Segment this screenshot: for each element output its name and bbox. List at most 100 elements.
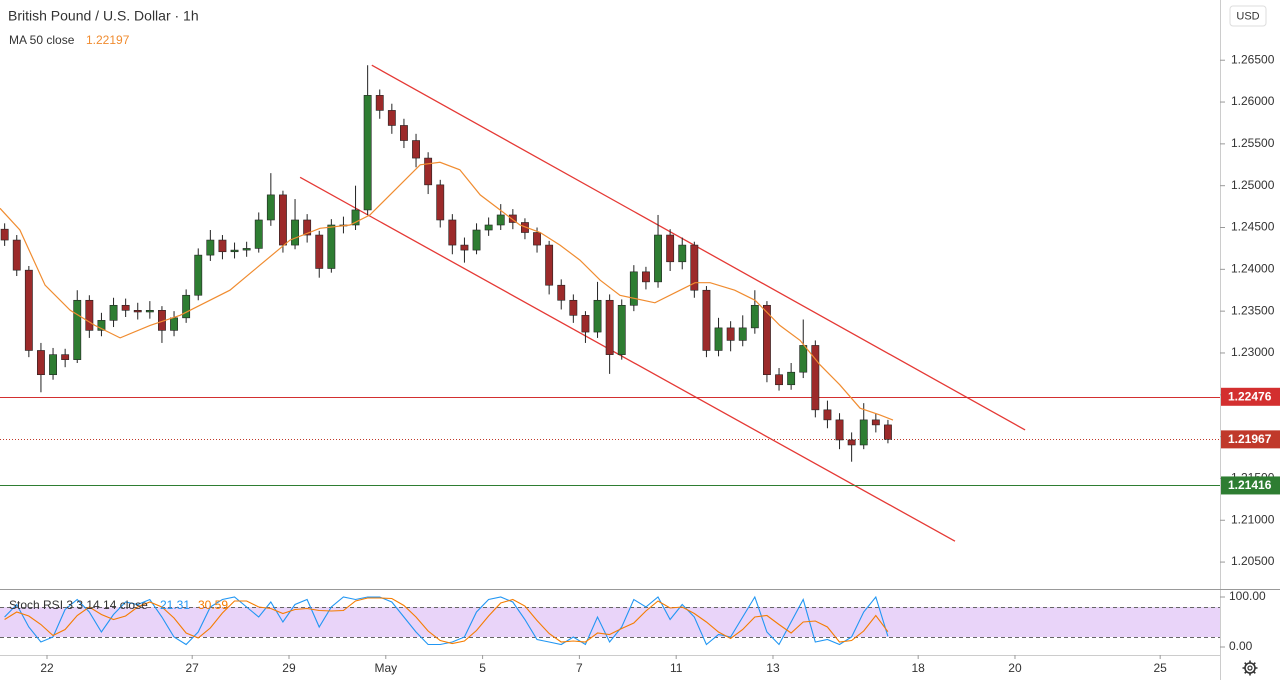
candle-body	[266, 194, 275, 221]
x-tick-label: 18	[912, 661, 926, 675]
candle-body	[37, 350, 45, 376]
candle-body	[678, 244, 687, 263]
settings-icon[interactable]	[1242, 660, 1258, 676]
candle-body	[363, 95, 372, 211]
candle-body	[303, 219, 312, 236]
candle-body	[12, 239, 21, 271]
y-tick-label: 1.25000	[1231, 178, 1275, 192]
candle-body	[690, 244, 699, 291]
level-label: 1.22476	[1228, 389, 1272, 403]
y-tick-label: 100.00	[1229, 589, 1266, 603]
y-tick-label: 0.00	[1229, 639, 1253, 653]
candle-body	[206, 239, 215, 256]
candle-body	[484, 224, 493, 231]
candle-body	[787, 371, 796, 386]
y-tick-label: 1.26500	[1231, 52, 1275, 66]
candle-body	[291, 219, 299, 246]
candle-body	[387, 110, 396, 126]
candle-body	[351, 209, 360, 226]
candle-body	[823, 409, 832, 421]
candle-body	[242, 248, 251, 251]
currency-button[interactable]	[1229, 5, 1267, 27]
level-label: 1.21416	[1228, 478, 1272, 492]
candle-body	[884, 424, 892, 440]
level-badge	[1221, 476, 1280, 495]
trend-line	[299, 176, 956, 542]
y-tick-label: 1.25500	[1231, 136, 1275, 150]
candle-body	[666, 234, 675, 263]
candle-body	[654, 234, 662, 283]
x-tick-label: 25	[1153, 661, 1167, 675]
candle-body	[315, 234, 324, 269]
candle-body	[24, 269, 33, 351]
candle-body	[109, 304, 118, 321]
candle-body	[327, 224, 336, 269]
candle-body	[557, 284, 566, 301]
candle-body	[617, 304, 626, 355]
chart-layer: 1.205001.210001.215001.220001.225001.230…	[0, 52, 1280, 675]
candle-body	[0, 228, 9, 241]
candle-body	[412, 140, 420, 159]
candle-body	[847, 439, 856, 446]
indicator-d-value: 30.59	[198, 598, 228, 612]
candle-body	[170, 317, 178, 331]
candle-body	[629, 271, 638, 306]
candle-body	[811, 345, 820, 411]
candle-body	[738, 327, 747, 341]
candle-body	[496, 214, 505, 226]
candle-body	[871, 419, 880, 426]
candle-body	[121, 304, 130, 311]
price-badge	[1221, 430, 1280, 449]
y-tick-label: 1.20500	[1231, 554, 1275, 568]
candle-body	[182, 294, 191, 319]
currency-label[interactable]: USD	[1236, 10, 1259, 22]
candle-body	[642, 271, 650, 283]
candle-body	[593, 299, 602, 333]
candle-body	[702, 289, 711, 351]
candle-body	[400, 125, 408, 141]
stoch-line	[4, 597, 889, 645]
y-tick-label: 1.24500	[1231, 220, 1275, 234]
candle-body	[436, 184, 445, 221]
x-tick-label: 29	[282, 661, 296, 675]
candle-body	[85, 299, 94, 331]
x-tick-label: 5	[479, 661, 486, 675]
candle-body	[97, 320, 106, 331]
x-tick-label: 22	[40, 661, 54, 675]
y-tick-label: 1.21000	[1231, 512, 1275, 526]
candle-body	[569, 299, 578, 316]
candle-body	[545, 244, 554, 286]
price-label: 1.21967	[1228, 432, 1272, 446]
candle-body	[145, 310, 154, 313]
candle-body	[605, 299, 614, 355]
candle-body	[279, 194, 287, 246]
x-tick-label: 13	[766, 661, 780, 675]
candle-body	[581, 315, 590, 333]
indicator-k-value: 21.31	[160, 598, 190, 612]
candle-body	[533, 232, 541, 246]
candle-body	[472, 229, 481, 251]
candle-body	[726, 327, 735, 341]
candle-body	[763, 304, 771, 376]
x-tick-label: 20	[1008, 661, 1022, 675]
candle-body	[460, 244, 469, 251]
candle-body	[521, 222, 529, 233]
level-badge	[1221, 387, 1280, 406]
y-tick-label: 1.23500	[1231, 303, 1275, 317]
candle-body	[230, 249, 239, 253]
legend-name: MA 50 close	[9, 33, 75, 47]
candle-body	[375, 95, 384, 111]
candle-body	[448, 219, 457, 246]
candle-body	[194, 254, 203, 296]
y-tick-label: 1.23000	[1231, 345, 1275, 359]
ma-line	[0, 161, 894, 421]
candle-body	[750, 304, 759, 329]
trend-line	[371, 64, 1026, 431]
x-tick-label: May	[374, 661, 397, 675]
candle-body	[835, 419, 844, 441]
candle-body	[859, 419, 868, 446]
candle-body	[714, 327, 723, 351]
x-tick-label: 7	[576, 661, 583, 675]
candle-body	[61, 354, 70, 360]
y-tick-label: 1.26000	[1231, 94, 1275, 108]
